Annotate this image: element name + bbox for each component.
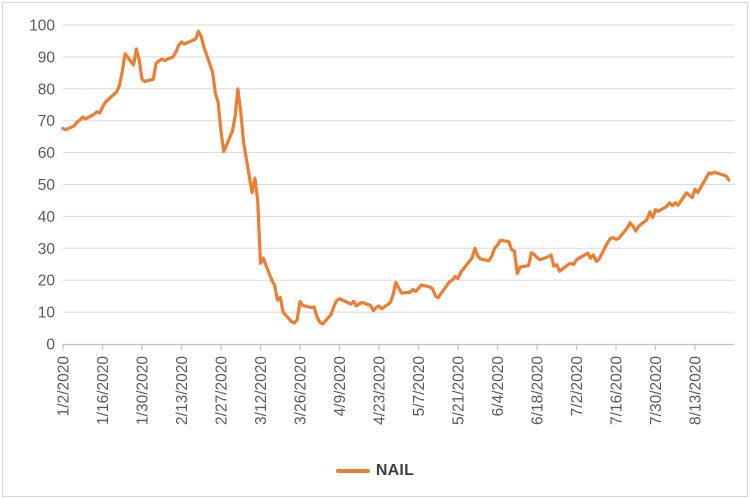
x-tick-label: 7/30/2020 (648, 356, 665, 425)
x-tick-label: 6/4/2020 (490, 356, 507, 417)
x-tick-label: 7/16/2020 (609, 356, 626, 425)
y-tick-label: 0 (46, 337, 55, 354)
y-tick-label: 80 (38, 81, 56, 98)
y-tick-label: 70 (38, 113, 56, 130)
y-tick-label: 60 (38, 145, 56, 162)
x-tick-label: 3/12/2020 (253, 356, 270, 425)
nail-series-line (61, 29, 731, 326)
x-tick-label: 1/2/2020 (56, 356, 73, 417)
x-tick-label: 4/23/2020 (372, 356, 389, 425)
x-tick-label: 1/16/2020 (95, 356, 112, 425)
x-tick-label: 5/7/2020 (411, 356, 428, 417)
legend-series-label: NAIL (375, 462, 415, 479)
legend[interactable]: NAIL (0, 459, 750, 483)
x-tick-label: 2/27/2020 (214, 356, 231, 425)
x-tick-label: 5/21/2020 (451, 356, 468, 425)
y-tick-label: 30 (38, 241, 56, 258)
y-tick-label: 40 (38, 209, 56, 226)
x-tick-label: 4/9/2020 (332, 356, 349, 417)
legend-line-swatch (335, 469, 370, 473)
x-tick-label: 6/18/2020 (530, 356, 547, 425)
y-tick-label: 10 (38, 305, 56, 322)
x-tick-label: 7/2/2020 (569, 356, 586, 417)
y-tick-label: 100 (29, 18, 55, 35)
x-tick-label: 2/13/2020 (174, 356, 191, 425)
x-tick-label: 8/13/2020 (688, 356, 705, 425)
y-tick-label: 50 (38, 177, 56, 194)
y-tick-label: 90 (38, 49, 56, 66)
y-tick-label: 20 (38, 273, 56, 290)
x-tick-label: 1/30/2020 (135, 356, 152, 425)
x-tick-label: 3/26/2020 (293, 356, 310, 425)
